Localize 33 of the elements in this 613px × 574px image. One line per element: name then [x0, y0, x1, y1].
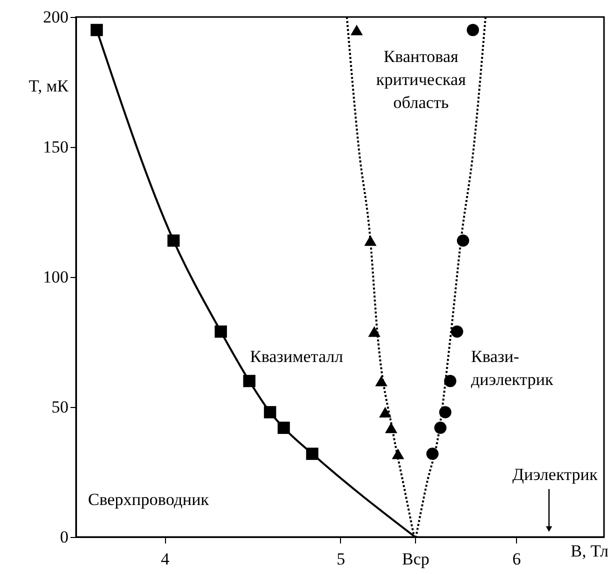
point	[264, 406, 276, 418]
point	[278, 422, 290, 434]
point	[350, 24, 363, 36]
x-tick-label: 5	[336, 550, 346, 568]
x-tick-label: 6	[512, 550, 521, 568]
y-tick-label: 150	[43, 138, 68, 156]
point	[306, 448, 318, 460]
annotation: Диэлектрик	[512, 465, 598, 484]
y-tick-label: 50	[52, 398, 68, 416]
y-axis-title: T, мК	[28, 76, 70, 96]
point	[379, 406, 392, 418]
x-tick-label: Bср	[402, 550, 430, 568]
point	[434, 422, 446, 434]
point	[243, 374, 256, 388]
point	[466, 24, 480, 36]
annotation: Квази- диэлектрик	[471, 347, 554, 389]
point	[444, 374, 456, 388]
x-tick-label: 4	[160, 550, 170, 568]
point	[456, 234, 470, 247]
point	[439, 406, 452, 418]
x-axis-title: B, Тл	[570, 542, 609, 560]
y-tick-label: 100	[43, 268, 68, 286]
point	[375, 376, 388, 386]
point	[90, 24, 103, 36]
annotation: Квазиметалл	[250, 347, 344, 366]
y-tick-label: 0	[60, 528, 68, 546]
annotation: Сверхпроводник	[88, 490, 210, 509]
annotation: Квантовая критическая область	[376, 47, 466, 112]
point	[214, 325, 227, 338]
point	[450, 325, 464, 338]
point	[167, 234, 180, 247]
point	[368, 326, 380, 337]
y-tick-label: 200	[43, 8, 68, 26]
